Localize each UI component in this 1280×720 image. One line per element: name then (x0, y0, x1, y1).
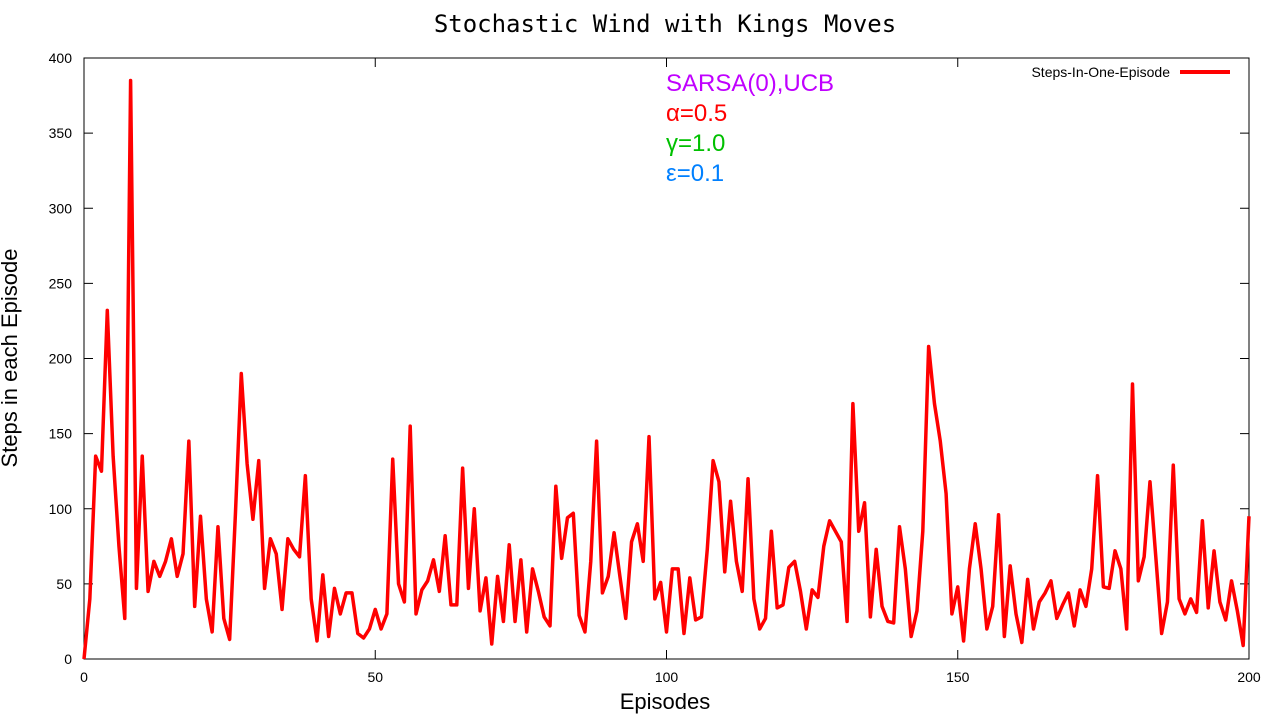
annotation-epsilon: ε=0.1 (666, 160, 724, 187)
chart-title: Stochastic Wind with Kings Moves (434, 10, 896, 38)
annotation-alpha: α=0.5 (666, 100, 727, 127)
annotation-algorithm: SARSA(0),UCB (666, 70, 834, 97)
axis-ticks: 0 50 100 150 200 250 300 350 400 0 50 100 150 200 (49, 50, 1261, 685)
y-tick-label: 200 (49, 351, 73, 367)
x-tick-label: 100 (655, 669, 679, 685)
legend: Steps-In-One-Episode (1031, 64, 1230, 80)
y-axis-label: Steps in each Episode (0, 249, 22, 468)
y-tick-label: 250 (49, 275, 73, 291)
y-tick-label: 400 (49, 50, 73, 66)
x-tick-label: 150 (946, 669, 970, 685)
y-tick-label: 50 (56, 576, 72, 592)
annotation-gamma: γ=1.0 (666, 130, 725, 157)
x-axis-label: Episodes (620, 689, 711, 714)
y-tick-label: 150 (49, 426, 73, 442)
x-tick-label: 50 (367, 669, 383, 685)
y-tick-label: 350 (49, 125, 73, 141)
x-tick-label: 0 (80, 669, 88, 685)
y-tick-label: 100 (49, 501, 73, 517)
y-tick-label: 0 (64, 651, 72, 667)
y-tick-label: 300 (49, 200, 73, 216)
legend-label: Steps-In-One-Episode (1031, 64, 1170, 80)
x-tick-label: 200 (1237, 669, 1261, 685)
annotation-box: SARSA(0),UCB α=0.5 γ=1.0 ε=0.1 (666, 70, 834, 187)
series-line (82, 78, 1251, 660)
series-layer (82, 78, 1251, 660)
